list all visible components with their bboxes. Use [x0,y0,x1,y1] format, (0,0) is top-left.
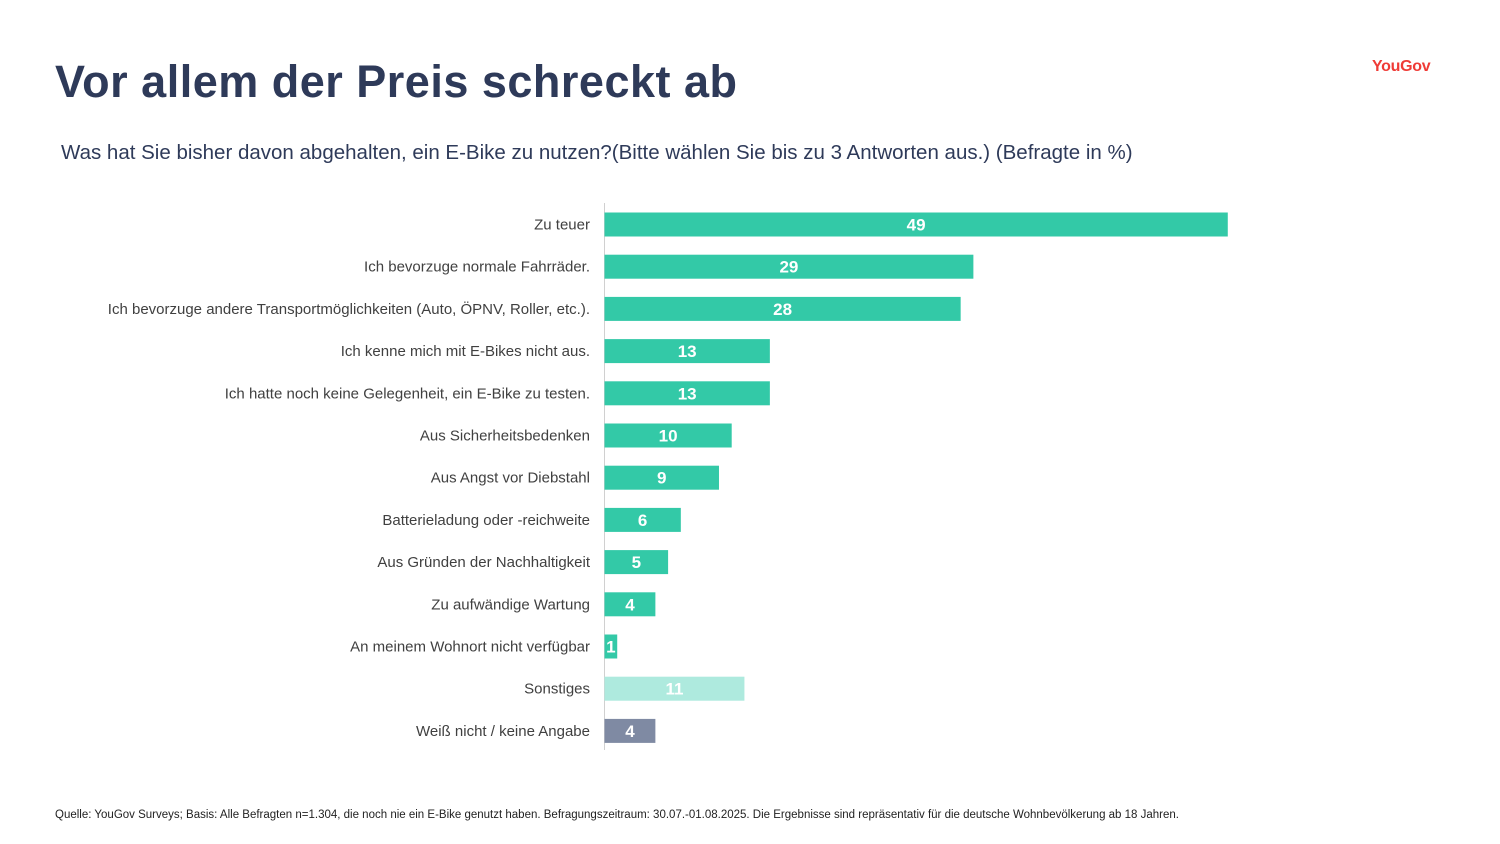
bar [604,550,669,575]
data-label: 29 [779,258,798,277]
data-label: 4 [625,595,635,614]
category-label: Zu teuer [534,217,590,234]
data-label: 13 [678,384,697,403]
bar [604,212,1228,237]
bar [604,381,770,406]
bar [604,676,745,701]
bar [604,254,974,279]
category-label: Weiß nicht / keine Angabe [416,723,590,740]
category-label: Aus Angst vor Diebstahl [431,470,590,487]
category-label: Aus Gründen der Nachhaltigkeit [377,554,590,571]
data-label: 13 [678,342,697,361]
data-label: 5 [632,553,641,572]
category-label: Ich kenne mich mit E-Bikes nicht aus. [341,343,590,360]
bar [604,507,681,532]
bar [604,592,656,617]
source-note: Quelle: YouGov Surveys; Basis: Alle Befr… [55,809,1179,821]
bar [604,634,618,659]
category-label: Zu aufwändige Wartung [431,596,590,613]
chart-subtitle: Was hat Sie bisher davon abgehalten, ein… [61,141,1133,164]
data-label: 49 [907,216,926,235]
bar [604,465,719,490]
category-label: Ich bevorzuge normale Fahrräder. [364,259,590,276]
data-label: 28 [773,300,792,319]
yougov-logo: YouGov [1372,58,1431,75]
data-label: 6 [638,511,647,530]
data-label: 4 [625,722,635,741]
bar [604,423,732,448]
data-label: 11 [665,680,683,699]
bar [604,339,770,364]
bar [604,718,656,743]
category-label: Batterieladung oder -reichweite [382,512,590,529]
category-label: Ich hatte noch keine Gelegenheit, ein E-… [225,385,590,402]
bar [604,296,961,321]
data-label: 10 [659,427,678,446]
page-title: Vor allem der Preis schreckt ab [55,56,738,107]
category-label: Sonstiges [524,681,590,698]
category-label: Ich bevorzuge andere Transportmöglichkei… [108,300,590,318]
data-label: 9 [657,469,666,488]
category-label: An meinem Wohnort nicht verfügbar [350,639,590,656]
category-label: Aus Sicherheitsbedenken [420,428,590,445]
data-label: 1 [606,638,615,657]
